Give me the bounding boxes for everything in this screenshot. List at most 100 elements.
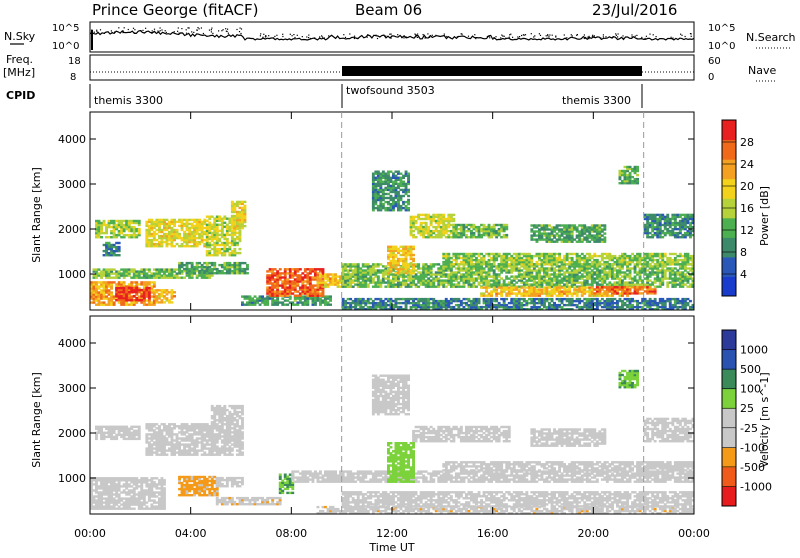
heatmap-cell: [123, 234, 126, 236]
heatmap-cell: [470, 230, 473, 232]
heatmap-cell: [176, 235, 179, 237]
heatmap-cell: [362, 275, 365, 277]
heatmap-cell: [161, 235, 164, 237]
heatmap-cell: [591, 261, 594, 263]
heatmap-cell: [420, 298, 423, 300]
heatmap-cell: [621, 253, 624, 255]
heatmap-cell: [505, 224, 508, 226]
heatmap-cell: [452, 226, 455, 228]
heatmap-cell: [173, 291, 176, 293]
heatmap-cell: [608, 263, 611, 265]
heatmap-cell: [289, 268, 292, 270]
heatmap-cell: [422, 275, 425, 277]
heatmap-cell: [546, 295, 549, 297]
heatmap-cell: [558, 275, 561, 277]
heatmap-cell: [452, 214, 455, 216]
heatmap-cell: [445, 224, 448, 226]
heatmap-cell: [362, 306, 365, 308]
heatmap-cell: [561, 267, 564, 269]
nave-tick-low: 0: [708, 72, 714, 83]
heatmap-cell: [457, 265, 460, 267]
heatmap-cell: [402, 302, 405, 304]
heatmap-cell: [296, 304, 299, 306]
heatmap-cell: [440, 267, 443, 269]
heatmap-cell: [505, 234, 508, 236]
heatmap-cell: [679, 255, 682, 257]
heatmap-cell: [153, 231, 156, 233]
heatmap-cell: [384, 298, 387, 300]
heatmap-cell: [598, 283, 601, 285]
nsky-point: [391, 38, 392, 39]
heatmap-cell: [188, 245, 191, 247]
heatmap-cell: [606, 255, 609, 257]
heatmap-cell: [422, 222, 425, 224]
heatmap-cell: [601, 292, 604, 294]
heatmap-cell: [362, 269, 365, 271]
heatmap-cell: [113, 220, 116, 222]
heatmap-cell: [473, 224, 476, 226]
heatmap-cell: [294, 268, 297, 270]
heatmap-cell: [520, 253, 523, 255]
heatmap-cell: [145, 272, 148, 274]
heatmap-cell: [218, 230, 221, 232]
heatmap-cell: [201, 235, 204, 237]
heatmap-cell: [410, 254, 413, 256]
heatmap-cell: [470, 286, 473, 288]
heatmap-cell: [322, 275, 325, 277]
heatmap-cell: [445, 218, 448, 220]
heatmap-cell: [583, 255, 586, 257]
heatmap-cell: [498, 286, 501, 288]
heatmap-cell: [395, 286, 398, 288]
heatmap-cell: [359, 267, 362, 269]
heatmap-cell: [153, 277, 156, 279]
heatmap-cell: [188, 219, 191, 221]
heatmap-cell: [239, 230, 242, 232]
heatmap-cell: [603, 295, 606, 297]
heatmap-cell: [206, 254, 209, 256]
heatmap-cell: [216, 236, 219, 238]
heatmap-cell: [508, 277, 511, 279]
heatmap-cell: [118, 230, 121, 232]
heatmap-cell: [118, 226, 121, 228]
heatmap-cell: [533, 298, 536, 300]
heatmap-cell: [485, 261, 488, 263]
heatmap-cell: [500, 224, 503, 226]
heatmap-cell: [289, 280, 292, 282]
heatmap-cell: [108, 220, 111, 222]
heatmap-cell: [161, 277, 164, 279]
heatmap-cell: [150, 233, 153, 235]
heatmap-cell: [266, 276, 269, 278]
heatmap-cell: [636, 288, 639, 290]
heatmap-cell: [244, 262, 247, 264]
heatmap-cell: [412, 226, 415, 228]
heatmap-cell: [687, 275, 690, 277]
heatmap-cell: [301, 301, 304, 303]
heatmap-cell: [367, 277, 370, 279]
heatmap-cell: [276, 270, 279, 272]
heatmap-cell: [349, 273, 352, 275]
heatmap-cell: [425, 214, 428, 216]
heatmap-cell: [656, 286, 659, 288]
heatmap-cell: [508, 295, 511, 297]
heatmap-cell: [344, 263, 347, 265]
heatmap-cell: [198, 233, 201, 235]
heatmap-cell: [626, 281, 629, 283]
heatmap-cell: [171, 297, 174, 299]
heatmap-cell: [468, 286, 471, 288]
heatmap-cell: [198, 219, 201, 221]
heatmap-cell: [128, 283, 131, 285]
heatmap-cell: [228, 226, 231, 228]
heatmap-cell: [588, 267, 591, 269]
heatmap-cell: [561, 306, 564, 308]
heatmap-cell: [536, 263, 539, 265]
heatmap-cell: [236, 211, 239, 213]
heatmap-cell: [646, 255, 649, 257]
heatmap-cell: [218, 216, 221, 218]
heatmap-cell: [374, 269, 377, 271]
nsky-point: [425, 38, 426, 39]
heatmap-cell: [586, 275, 589, 277]
heatmap-cell: [475, 265, 478, 267]
nsky-point: [539, 33, 540, 34]
heatmap-cell: [369, 275, 372, 277]
heatmap-cell: [430, 236, 433, 238]
